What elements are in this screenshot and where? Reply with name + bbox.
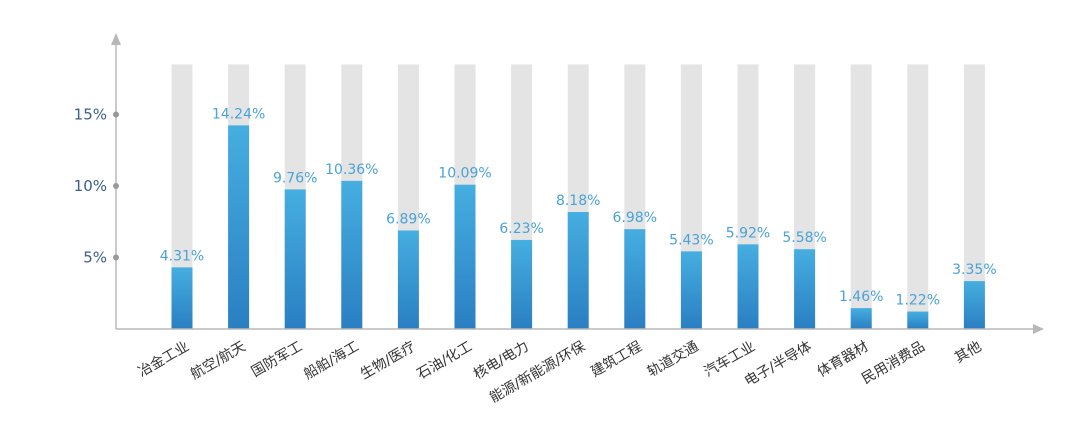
bar	[454, 184, 476, 329]
background-bar	[171, 64, 193, 329]
bar	[907, 311, 929, 329]
category-label: 船舶/海工	[301, 339, 362, 383]
bar	[850, 308, 872, 329]
x-axis-arrow	[1033, 324, 1044, 334]
category-label: 生物/医疗	[358, 339, 419, 383]
category-label: 民用消费品	[859, 339, 928, 388]
data-label: 14.24%	[212, 106, 265, 122]
data-label: 9.76%	[273, 170, 317, 186]
bar	[737, 244, 759, 329]
data-label: 6.89%	[386, 211, 430, 227]
y-axis-ticks: 5% 10% 15%	[74, 106, 119, 267]
data-label: 3.35%	[952, 262, 996, 278]
category-label: 冶金工业	[136, 339, 192, 381]
bar	[171, 267, 193, 329]
data-label: 10.09%	[438, 166, 491, 182]
y-axis-arrow	[111, 33, 121, 45]
data-label: 6.23%	[499, 221, 543, 237]
data-label: 1.46%	[839, 289, 883, 305]
data-label: 4.31%	[160, 248, 204, 264]
category-label: 航空/航天	[188, 339, 249, 383]
y-tick-label: 10%	[74, 177, 107, 195]
y-tick-mark	[113, 254, 119, 261]
data-bars	[171, 125, 985, 329]
background-bar	[850, 64, 872, 329]
y-tick-mark	[113, 111, 119, 118]
bar	[624, 229, 646, 329]
category-label: 轨道交通	[644, 338, 701, 381]
data-labels: 4.31% 14.24% 9.76% 10.36% 6.89% 10.09% 6.23% 8.…	[160, 106, 997, 308]
bar	[963, 281, 985, 329]
category-label: 石油/化工	[414, 339, 475, 383]
background-bar	[907, 64, 929, 329]
background-bar	[963, 64, 985, 329]
bar	[284, 189, 306, 329]
bar	[794, 249, 816, 329]
data-label: 5.92%	[726, 225, 770, 241]
data-label: 1.22%	[896, 293, 940, 309]
y-tick-label: 5%	[83, 249, 107, 267]
bar	[567, 212, 589, 329]
y-tick-label: 15%	[74, 106, 107, 124]
data-label: 5.43%	[669, 232, 713, 248]
bar	[511, 239, 533, 329]
bar	[680, 251, 702, 329]
category-label: 国防军工	[249, 339, 305, 381]
category-label: 能源/新能源/环保	[487, 339, 588, 407]
bar	[397, 230, 419, 329]
data-label: 10.36%	[325, 162, 378, 178]
bar	[228, 125, 250, 329]
category-label: 建筑工程	[588, 339, 644, 381]
data-label: 8.18%	[556, 193, 600, 209]
bar	[341, 180, 363, 329]
y-tick-mark	[113, 183, 119, 189]
category-label: 其他	[952, 339, 984, 367]
data-label: 6.98%	[613, 210, 657, 226]
data-label: 5.58%	[782, 230, 826, 246]
